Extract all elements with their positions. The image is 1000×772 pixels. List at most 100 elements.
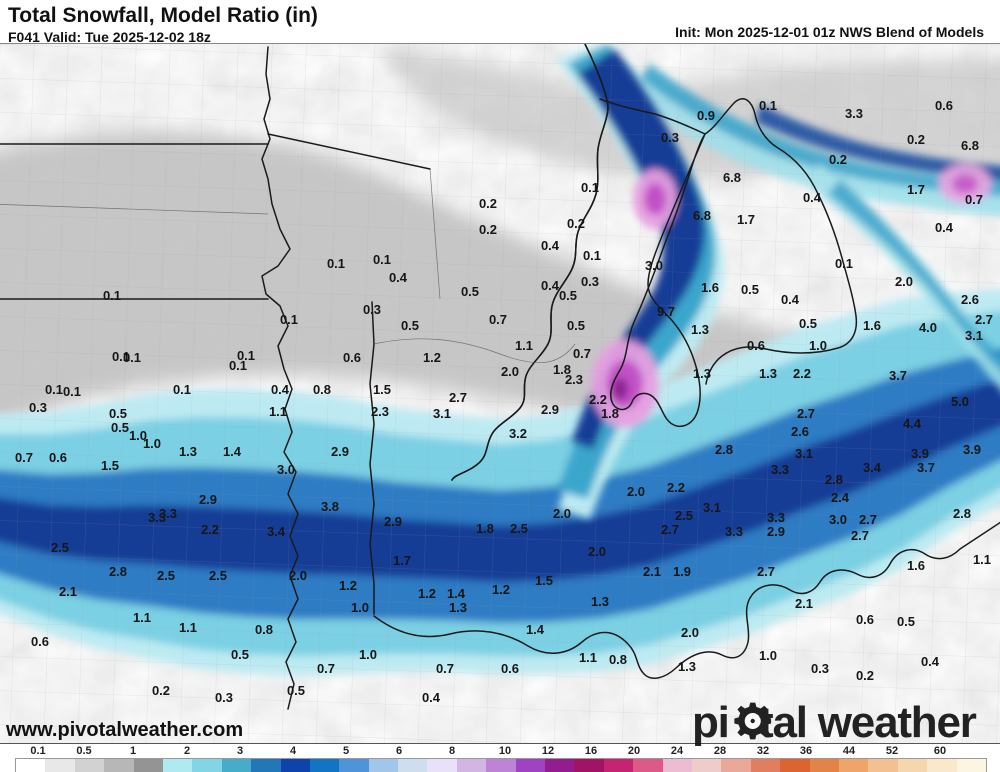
svg-text:6.8: 6.8: [961, 138, 979, 153]
svg-text:0.6: 0.6: [935, 98, 953, 113]
svg-text:0.1: 0.1: [123, 350, 141, 365]
svg-text:1.7: 1.7: [737, 212, 755, 227]
svg-text:9.7: 9.7: [657, 304, 675, 319]
svg-text:0.7: 0.7: [317, 661, 335, 676]
svg-text:0.6: 0.6: [31, 634, 49, 649]
svg-text:2.9: 2.9: [767, 524, 785, 539]
svg-text:0.5: 0.5: [897, 614, 915, 629]
svg-text:3.9: 3.9: [963, 442, 981, 457]
svg-text:2.8: 2.8: [825, 472, 843, 487]
svg-text:3.7: 3.7: [889, 368, 907, 383]
svg-text:1.2: 1.2: [339, 578, 357, 593]
svg-text:1.4: 1.4: [526, 622, 545, 637]
svg-text:1.8: 1.8: [476, 521, 494, 536]
svg-text:0.7: 0.7: [573, 346, 591, 361]
svg-text:1.1: 1.1: [579, 650, 597, 665]
svg-text:0.1: 0.1: [583, 248, 601, 263]
svg-text:0.4: 0.4: [389, 270, 408, 285]
svg-text:2.4: 2.4: [831, 490, 850, 505]
svg-text:2.7: 2.7: [661, 522, 679, 537]
svg-text:1.6: 1.6: [701, 280, 719, 295]
svg-text:2.8: 2.8: [953, 506, 971, 521]
svg-text:1.9: 1.9: [673, 564, 691, 579]
svg-text:0.5: 0.5: [741, 282, 759, 297]
svg-text:0.5: 0.5: [461, 284, 479, 299]
svg-text:2.5: 2.5: [157, 568, 175, 583]
svg-text:0.6: 0.6: [501, 661, 519, 676]
svg-text:4.0: 4.0: [919, 320, 937, 335]
svg-text:0.7: 0.7: [436, 661, 454, 676]
svg-text:2.7: 2.7: [859, 512, 877, 527]
svg-text:3.4: 3.4: [267, 524, 286, 539]
svg-text:0.7: 0.7: [15, 450, 33, 465]
svg-text:3.0: 3.0: [645, 258, 663, 273]
svg-text:1.3: 1.3: [678, 659, 696, 674]
svg-text:3.4: 3.4: [863, 460, 882, 475]
svg-text:0.1: 0.1: [327, 256, 345, 271]
svg-text:0.3: 0.3: [363, 302, 381, 317]
svg-text:0.5: 0.5: [567, 318, 585, 333]
svg-text:2.2: 2.2: [589, 392, 607, 407]
svg-text:1.1: 1.1: [133, 610, 151, 625]
svg-text:0.1: 0.1: [759, 98, 777, 113]
svg-text:3.2: 3.2: [509, 426, 527, 441]
svg-text:1.3: 1.3: [691, 322, 709, 337]
svg-text:1.2: 1.2: [418, 586, 436, 601]
svg-text:0.5: 0.5: [231, 647, 249, 662]
svg-text:4.4: 4.4: [903, 416, 922, 431]
svg-text:0.7: 0.7: [489, 312, 507, 327]
svg-text:3.1: 3.1: [703, 500, 721, 515]
svg-text:0.3: 0.3: [581, 274, 599, 289]
svg-text:2.7: 2.7: [975, 312, 993, 327]
svg-text:0.1: 0.1: [45, 382, 63, 397]
svg-text:0.2: 0.2: [856, 668, 874, 683]
svg-text:0.6: 0.6: [747, 338, 765, 353]
svg-text:3.9: 3.9: [911, 446, 929, 461]
svg-text:1.1: 1.1: [515, 338, 533, 353]
svg-text:0.3: 0.3: [215, 690, 233, 705]
svg-text:0.2: 0.2: [479, 196, 497, 211]
svg-text:0.5: 0.5: [559, 288, 577, 303]
svg-text:3.3: 3.3: [771, 462, 789, 477]
svg-text:0.6: 0.6: [49, 450, 67, 465]
svg-text:2.6: 2.6: [791, 424, 809, 439]
svg-text:2.0: 2.0: [588, 544, 606, 559]
svg-text:0.1: 0.1: [237, 348, 255, 363]
svg-text:1.3: 1.3: [179, 444, 197, 459]
svg-text:1.2: 1.2: [492, 582, 510, 597]
svg-text:2.2: 2.2: [793, 366, 811, 381]
svg-text:0.4: 0.4: [803, 190, 822, 205]
svg-text:2.1: 2.1: [795, 596, 813, 611]
svg-text:0.4: 0.4: [935, 220, 954, 235]
svg-text:3.1: 3.1: [795, 446, 813, 461]
svg-text:1.3: 1.3: [591, 594, 609, 609]
svg-text:1.0: 1.0: [143, 436, 161, 451]
svg-text:pi: pi: [692, 698, 729, 747]
svg-text:2.8: 2.8: [715, 442, 733, 457]
svg-text:0.3: 0.3: [811, 661, 829, 676]
svg-text:0.5: 0.5: [287, 683, 305, 698]
svg-text:0.4: 0.4: [271, 382, 290, 397]
svg-text:0.1: 0.1: [280, 312, 298, 327]
svg-text:1.1: 1.1: [269, 404, 287, 419]
svg-text:0.4: 0.4: [541, 238, 560, 253]
svg-text:3.0: 3.0: [277, 462, 295, 477]
svg-text:1.0: 1.0: [759, 648, 777, 663]
svg-text:3.0: 3.0: [829, 512, 847, 527]
svg-text:0.8: 0.8: [255, 622, 273, 637]
svg-text:0.1: 0.1: [63, 384, 81, 399]
svg-text:3.1: 3.1: [965, 328, 983, 343]
svg-text:2.5: 2.5: [51, 540, 69, 555]
svg-text:6.8: 6.8: [693, 208, 711, 223]
svg-text:6.8: 6.8: [723, 170, 741, 185]
svg-text:3.3: 3.3: [148, 510, 166, 525]
svg-text:2.0: 2.0: [627, 484, 645, 499]
svg-text:3.3: 3.3: [845, 106, 863, 121]
svg-text:0.9: 0.9: [697, 108, 715, 123]
svg-text:2.2: 2.2: [667, 480, 685, 495]
svg-text:2.9: 2.9: [384, 514, 402, 529]
svg-text:3.7: 3.7: [917, 460, 935, 475]
svg-text:0.1: 0.1: [373, 252, 391, 267]
svg-text:2.6: 2.6: [961, 292, 979, 307]
svg-text:1.1: 1.1: [179, 620, 197, 635]
